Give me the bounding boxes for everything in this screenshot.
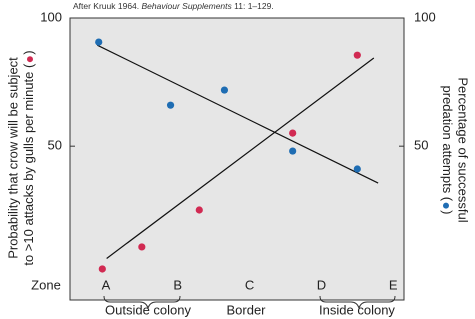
x-tick-label: B (173, 277, 182, 292)
point (220, 86, 229, 94)
y2-tick-label: 50 (414, 138, 428, 153)
x-tick-label: A (102, 277, 111, 292)
zone-group: Outside colony (105, 302, 191, 317)
legend-marker (27, 56, 33, 63)
zone-group: Border (226, 302, 266, 317)
point (138, 243, 146, 251)
axis-label-part: ) (21, 50, 36, 54)
axis-label-part: predation attempts ( (440, 86, 455, 202)
source-text: After Kruuk 1964. (73, 1, 142, 11)
point (353, 51, 361, 59)
y-tick-label: 100 (40, 9, 62, 24)
x-tick-label: C (245, 277, 254, 292)
source-text: 11: 1–129. (232, 1, 274, 11)
axis-label-line: Percentage of successful (456, 77, 471, 222)
zone-group: Inside colony (319, 302, 395, 317)
x-label: Zone (31, 277, 61, 292)
legend-marker (443, 202, 449, 209)
brace (103, 295, 181, 310)
axis-label: Probability that crow will be subject to … (5, 50, 36, 265)
trend-line (97, 44, 379, 184)
point (289, 147, 297, 155)
source: After Kruuk 1964. Behaviour Supplements … (73, 1, 274, 11)
axis-label-part: ) (440, 210, 455, 214)
point (289, 129, 297, 137)
axis-label-part: to >10 attacks by gulls per minute ( (21, 63, 36, 266)
point (353, 165, 361, 173)
point (166, 101, 175, 109)
trend-line (106, 57, 375, 259)
axis-label-line: to >10 attacks by gulls per minute () (21, 50, 36, 265)
axis-label-line: Probability that crow will be subject (5, 57, 20, 259)
plot-area (69, 17, 405, 301)
y2-tick-label: 100 (414, 9, 436, 24)
point (195, 206, 203, 214)
point (95, 38, 103, 46)
point (98, 265, 106, 273)
brace (319, 295, 396, 310)
axis-label-line: predation attempts () (440, 86, 455, 215)
y-tick-label: 50 (48, 138, 62, 153)
source-journal: Behaviour Supplements (142, 1, 233, 11)
x-tick-label: E (389, 277, 398, 292)
x-tick-label: D (317, 277, 326, 292)
